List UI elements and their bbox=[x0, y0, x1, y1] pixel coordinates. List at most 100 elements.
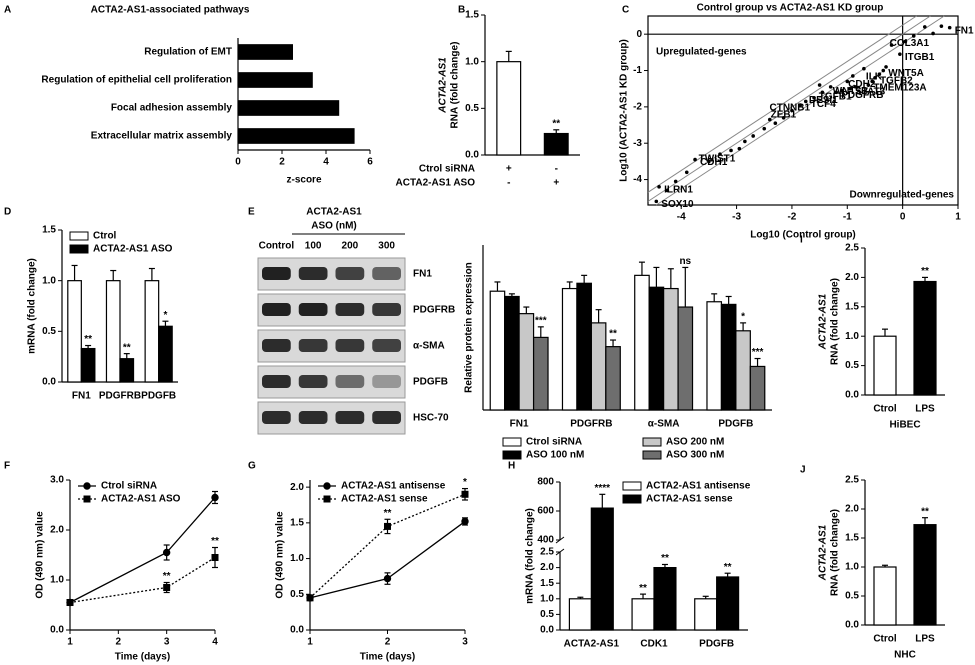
band-label: PDGFB bbox=[413, 377, 448, 388]
point bbox=[767, 117, 772, 122]
significance-label: ** bbox=[639, 583, 647, 594]
significance-label: *** bbox=[752, 347, 764, 358]
y-tick-label: 0.5 bbox=[290, 589, 304, 600]
x-tick-label: 4 bbox=[212, 637, 218, 648]
marker bbox=[211, 493, 219, 502]
category-label: PDGFB bbox=[141, 391, 176, 402]
legend-swatch bbox=[622, 494, 642, 504]
panel-letter: G bbox=[248, 461, 256, 472]
y-tick-label: 0.0 bbox=[50, 625, 64, 636]
bar bbox=[677, 306, 694, 411]
marker bbox=[211, 554, 219, 561]
x-axis-label: Time (days) bbox=[360, 652, 415, 663]
point-label: TMEM123A bbox=[873, 83, 926, 94]
significance-label: * bbox=[163, 310, 167, 321]
category-label: PDGFB bbox=[699, 639, 734, 650]
x-tick-label: 6 bbox=[367, 157, 373, 168]
y-tick-label: 2.0 bbox=[845, 504, 859, 515]
y-tick-label: 0.5 bbox=[540, 609, 554, 620]
legend-label: Ctrol siRNA bbox=[526, 437, 582, 448]
lane-label: Control bbox=[259, 241, 295, 252]
y-tick-label: 0.0 bbox=[290, 625, 304, 636]
point bbox=[884, 65, 888, 69]
blot-band bbox=[372, 303, 401, 316]
point bbox=[665, 188, 670, 193]
significance-label: ** bbox=[609, 329, 617, 340]
y-tick-label: 0.0 bbox=[42, 377, 56, 388]
point bbox=[898, 52, 902, 56]
legend-label: ASO 300 nM bbox=[666, 450, 724, 461]
legend-swatch bbox=[502, 450, 522, 460]
point bbox=[718, 152, 722, 156]
bar bbox=[634, 274, 650, 411]
bar bbox=[543, 132, 569, 156]
y-tick-label: 2.0 bbox=[845, 272, 859, 283]
point bbox=[790, 108, 794, 113]
y-tick-label: -1 bbox=[633, 65, 642, 76]
point-label: ILRN1 bbox=[664, 184, 693, 195]
bar bbox=[119, 358, 135, 383]
point bbox=[939, 24, 944, 28]
significance-label: **** bbox=[595, 483, 611, 494]
bar bbox=[504, 295, 520, 411]
blot-band bbox=[298, 267, 328, 280]
category-label: Regulation of EMT bbox=[144, 47, 232, 58]
point bbox=[798, 103, 803, 107]
panel-letter: J bbox=[800, 465, 806, 476]
blot-band bbox=[262, 267, 291, 280]
region-label: Upregulated-genes bbox=[656, 47, 747, 58]
legend-swatch bbox=[502, 437, 522, 447]
point bbox=[743, 139, 747, 144]
x-axis-label: Time (days) bbox=[115, 652, 170, 663]
x-tick-label: 3 bbox=[462, 637, 468, 648]
bar bbox=[489, 290, 506, 411]
blot-band bbox=[372, 267, 401, 280]
marker bbox=[306, 594, 314, 602]
category-label: α-SMA bbox=[648, 419, 680, 430]
point-label: PDGFRB bbox=[841, 90, 883, 101]
bar bbox=[568, 598, 592, 631]
blot-band bbox=[372, 339, 401, 352]
y-tick-label: 1.5 bbox=[42, 225, 56, 236]
bar bbox=[913, 280, 937, 396]
y-tick-label: 0.0 bbox=[845, 390, 859, 401]
y-tick-label: 1.5 bbox=[845, 533, 859, 544]
legend-label: ACTA2-AS1 sense bbox=[646, 494, 733, 505]
significance-label: ** bbox=[921, 506, 929, 517]
marker bbox=[83, 495, 91, 503]
bar bbox=[576, 282, 592, 411]
condition-label: Ctrol siRNA bbox=[419, 164, 475, 175]
category-label: Ctrol bbox=[873, 634, 897, 645]
marker bbox=[162, 548, 171, 557]
x-axis-label: Log10 (Control group) bbox=[750, 230, 856, 241]
significance-label: ** bbox=[552, 118, 560, 129]
y-tick-label: 0.0 bbox=[845, 620, 859, 631]
marker bbox=[383, 574, 392, 583]
y-tick-label: 400 bbox=[537, 535, 554, 546]
x-tick-label: 2 bbox=[385, 637, 391, 648]
significance-label: *** bbox=[535, 315, 547, 326]
marker bbox=[66, 599, 74, 606]
category-label: PDGFRB bbox=[570, 419, 612, 430]
band-label: PDGFRB bbox=[413, 305, 455, 316]
y-axis-label: RNA (fold change) bbox=[830, 278, 841, 365]
blot-band bbox=[298, 375, 328, 388]
point-label: STAT3 bbox=[855, 86, 886, 97]
y-tick-label: 1.5 bbox=[540, 578, 554, 589]
point bbox=[834, 90, 839, 95]
bar bbox=[238, 44, 293, 60]
point-label: COL3A1 bbox=[890, 38, 930, 49]
y-tick-label: 0.0 bbox=[540, 625, 554, 636]
x-axis-label: HiBEC bbox=[889, 420, 920, 431]
point bbox=[851, 74, 855, 78]
point-label: TGFB1 bbox=[819, 92, 852, 103]
marker bbox=[384, 522, 391, 530]
bar bbox=[496, 61, 522, 156]
category-label: Regulation of epithelial cell proliferat… bbox=[41, 75, 232, 86]
series-line bbox=[69, 497, 216, 604]
y-tick-label: 1.0 bbox=[42, 275, 56, 286]
x-axis-label: z-score bbox=[286, 175, 321, 186]
bar bbox=[144, 280, 160, 383]
bar bbox=[648, 286, 665, 411]
point bbox=[866, 83, 871, 87]
